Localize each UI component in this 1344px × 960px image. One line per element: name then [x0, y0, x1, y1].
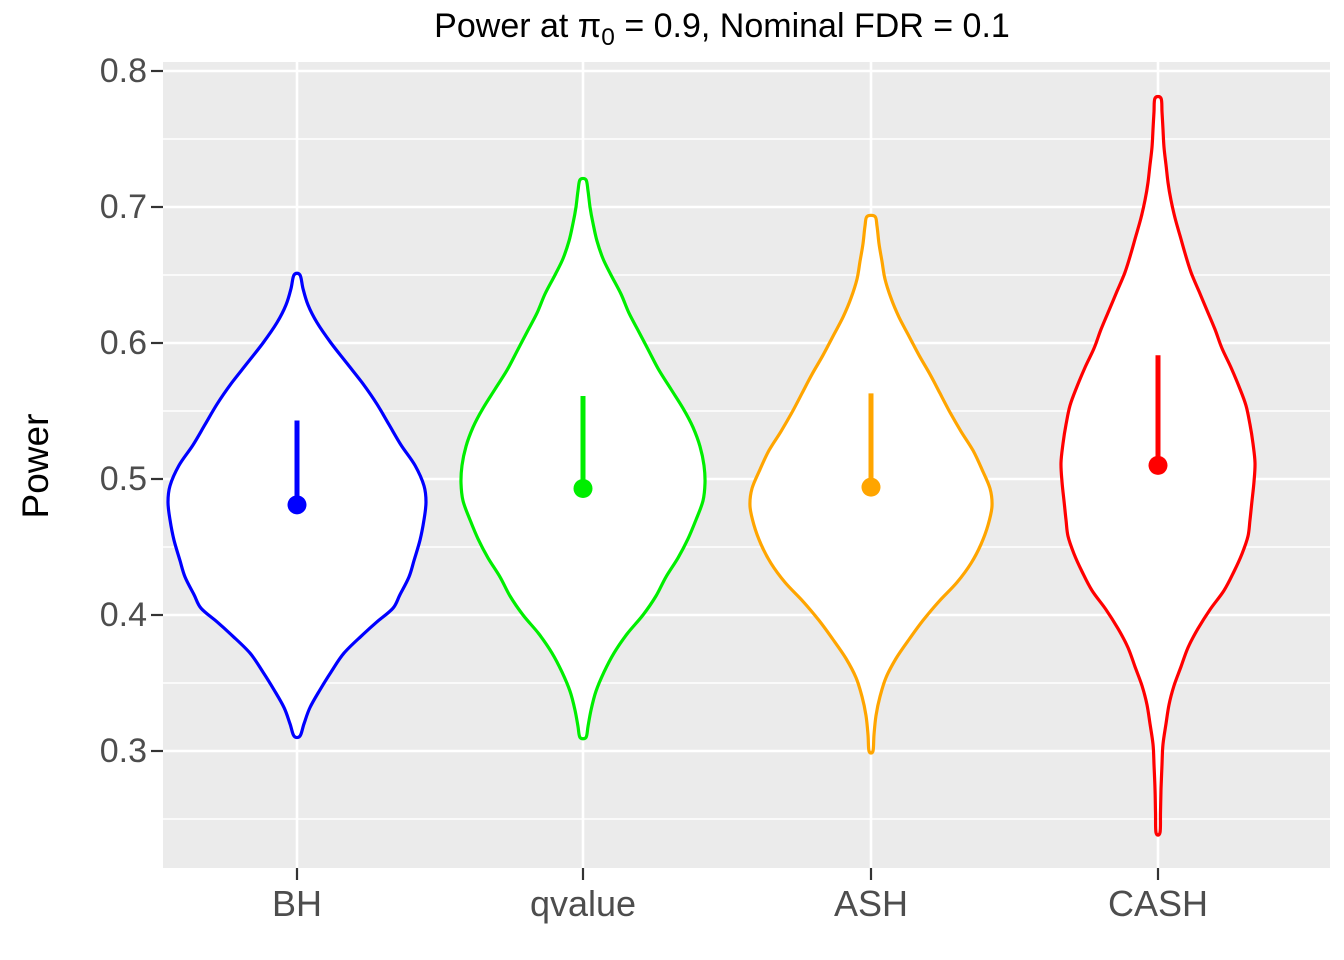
pi-symbol: π	[577, 7, 602, 45]
pi-subscript: 0	[601, 23, 615, 51]
x-tick-label-cash: CASH	[1107, 883, 1209, 924]
y-tick-label-0.5: 0.5	[99, 460, 147, 498]
mean-point-qvalue	[573, 479, 593, 499]
plot-title-prefix: Power at	[434, 7, 578, 45]
plot-title-suffix: = 0.9, Nominal FDR = 0.1	[614, 7, 1010, 45]
x-tick-label-bh: BH	[271, 883, 322, 924]
x-tick-label-ash: ASH	[833, 883, 909, 924]
y-tick-label-0.6: 0.6	[99, 324, 147, 362]
y-tick-label-0.4: 0.4	[99, 596, 147, 634]
mean-point-bh	[287, 495, 307, 515]
plot-title: Power at π0 = 0.9, Nominal FDR = 0.1	[434, 6, 1010, 58]
x-tick-label-qvalue: qvalue	[529, 883, 637, 924]
y-tick-label-0.7: 0.7	[99, 188, 147, 226]
y-tick-label-0.3: 0.3	[99, 732, 147, 770]
mean-point-cash	[1148, 455, 1168, 475]
y-tick-label-0.8: 0.8	[99, 52, 147, 90]
mean-point-ash	[861, 477, 881, 497]
